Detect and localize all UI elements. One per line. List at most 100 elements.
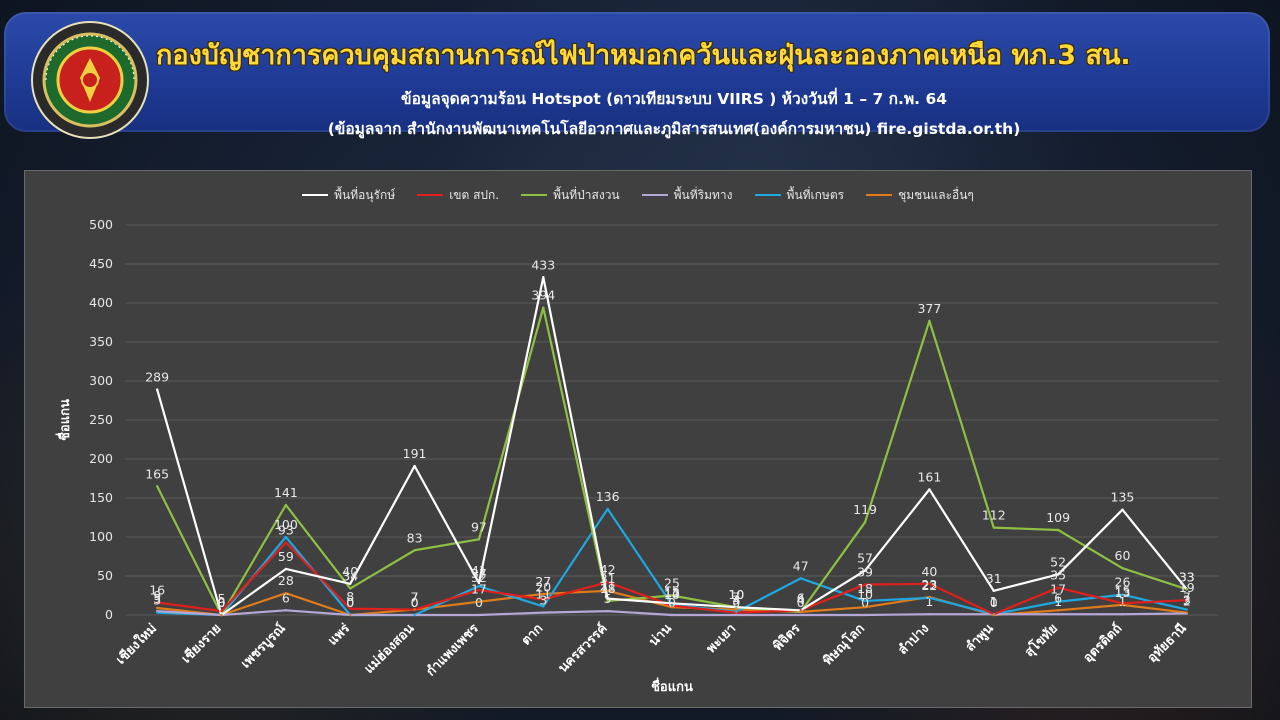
legend-label: พื้นที่อนุรักษ์ [334,187,396,202]
data-point [155,611,159,614]
data-point [1056,600,1060,603]
data-point [477,600,481,603]
data-point [1185,611,1189,614]
data-point [735,606,738,609]
data-label: 0 [346,595,354,610]
data-label: 31 [986,571,1002,586]
data-point [1185,608,1189,611]
data-label: 34 [342,568,358,583]
data-label: 7 [411,590,419,605]
data-label: 97 [471,519,487,534]
data-point [670,594,674,597]
data-label: 5 [604,591,612,606]
data-label: 31 [600,571,616,586]
data-label: 7 [411,590,419,605]
data-label: 161 [917,469,941,484]
data-point [542,276,545,279]
chart-legend: พื้นที่อนุรักษ์ เขต สปก. พื้นที่ป่าสงวน พื้… [25,185,1251,205]
data-label: 52 [1050,554,1066,569]
x-tick-label: เชียงราย [178,621,224,667]
data-label: 5 [218,591,226,606]
x-tick-label: กำแพงเพชร [423,621,482,680]
data-point [477,584,481,588]
legend-label: พื้นที่ริมทาง [673,187,733,202]
data-label: 13 [664,585,680,600]
data-label: 28 [278,573,294,588]
y-tick-label: 500 [89,217,113,232]
data-point [863,599,867,603]
data-point [477,581,481,585]
data-label: 27 [535,574,551,589]
data-point [799,577,802,580]
data-point [735,608,738,611]
data-label: 433 [531,257,555,272]
y-tick-label: 400 [89,295,113,310]
data-label: 35 [1050,568,1066,583]
data-label: 6 [282,590,290,605]
data-point [670,613,674,617]
data-point [1121,567,1124,570]
data-label: 4 [797,592,805,607]
header-banner: กองบัญชาการควบคุมสถานการณ์ไฟป่าหมอกควันแ… [4,12,1270,139]
data-point [863,606,867,609]
data-label: 13 [1115,585,1131,600]
data-point [413,464,416,468]
legend-swatch [521,194,548,196]
data-point [477,613,481,617]
data-point [349,582,352,585]
data-label: 2 [1183,593,1191,608]
data-label: 100 [274,517,298,532]
data-point [155,485,159,488]
series-line [156,276,1188,617]
data-label: 394 [531,288,555,303]
data-point [477,588,481,592]
x-axis-label: ชื่อแกน [651,677,693,695]
data-label: 23 [921,577,937,592]
data-label: 17 [1050,582,1066,597]
data-point [1056,613,1060,616]
data-label: 39 [857,565,873,580]
data-label: 60 [1115,548,1131,563]
data-point [1056,573,1060,576]
data-point [542,306,545,309]
data-point [284,609,288,612]
legend-label: เขต สปก. [449,187,500,202]
data-point [542,592,545,596]
data-label: 15 [664,583,680,598]
data-label: 7 [732,590,740,605]
data-label: 119 [853,502,877,517]
data-label: 3 [539,593,547,608]
data-label: 40 [342,564,358,579]
data-point [155,601,159,604]
y-axis-label: ชื่อแกน [55,399,73,441]
data-label: 112 [982,508,1006,523]
data-label: 19 [1179,580,1195,595]
data-point [799,613,802,617]
data-point [1056,609,1060,612]
data-label: 135 [1111,490,1135,505]
data-label: 289 [145,370,169,385]
data-label: 57 [857,551,873,566]
data-point [284,535,288,539]
x-tick-label: เพชรบูรณ์ [238,621,289,672]
data-point [284,503,288,507]
data-point [220,613,223,617]
data-point [928,488,931,491]
data-label: 0 [668,595,676,610]
y-tick-label: 150 [89,490,113,505]
data-label: 1 [990,594,998,609]
x-tick-label: ลำปาง [895,621,933,659]
x-tick-label: พิษณุโลก [819,620,868,669]
data-label: 40 [921,564,937,579]
data-point [735,613,738,617]
data-label: 10 [728,587,744,602]
data-point [606,507,609,511]
data-point [220,609,223,613]
data-label: 93 [278,522,294,537]
data-point [606,581,609,584]
data-point [542,605,545,608]
legend-item: พื้นที่ป่าสงวน [521,186,620,205]
data-label: 3 [1183,593,1191,608]
data-point [1121,603,1124,607]
data-label: 0 [990,595,998,610]
